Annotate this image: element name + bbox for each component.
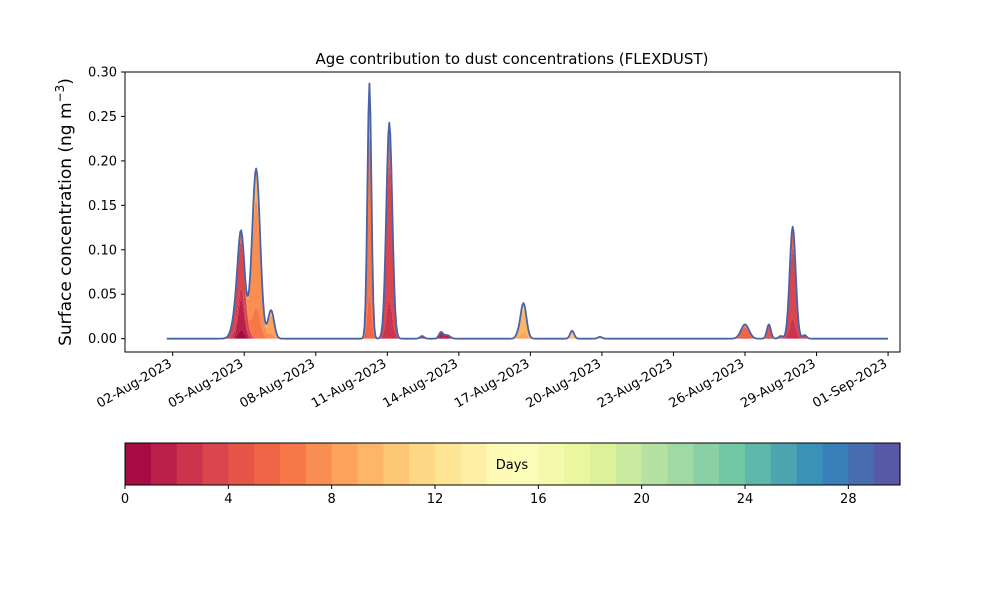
colorbar-bin <box>357 443 384 485</box>
y-tick-label: 0.00 <box>88 332 117 347</box>
plot-frame <box>124 71 901 353</box>
x-tick-label: 17-Aug-2023 <box>452 356 532 411</box>
colorbar-bin <box>409 443 436 485</box>
y-axis-label: Surface concentration (ng m−3) <box>53 78 76 346</box>
colorbar-bin <box>202 443 229 485</box>
colorbar-bin <box>796 443 824 485</box>
colorbar-bin <box>538 443 565 485</box>
colorbar-bin <box>280 443 307 485</box>
area-age-0-days <box>166 329 889 339</box>
x-tick-label: 01-Sep-2023 <box>810 356 890 411</box>
colorbar-bin <box>331 443 359 485</box>
area-age-11-days <box>166 83 889 339</box>
area-age-12-days <box>166 83 889 339</box>
y-axis-label-close: ) <box>56 78 76 85</box>
colorbar-bin <box>176 443 204 485</box>
y-tick-label: 0.30 <box>88 66 117 81</box>
x-tick-label: 23-Aug-2023 <box>595 356 675 411</box>
colorbar-bin <box>615 443 643 485</box>
age-areas <box>166 83 889 339</box>
colorbar-bin <box>745 443 772 485</box>
area-age-9-days <box>166 83 889 339</box>
y-ticks: 0.00 0.05 0.10 0.15 0.20 0.25 0.30 <box>88 66 125 347</box>
y-tick-label: 0.05 <box>88 288 117 303</box>
area-age-8-days <box>166 83 889 339</box>
colorbar-tick-label: 20 <box>633 492 650 507</box>
colorbar-bin <box>150 443 178 485</box>
colorbar-bin <box>848 443 875 485</box>
colorbar-bin <box>693 443 720 485</box>
x-ticks: 02-Aug-202305-Aug-202308-Aug-202311-Aug-… <box>94 352 890 412</box>
y-tick-label: 0.25 <box>88 110 117 125</box>
area-age-5-days <box>166 122 889 339</box>
colorbar-bin <box>435 443 462 485</box>
colorbar-ticks: 0 4 8 12 16 20 24 28 <box>121 485 857 507</box>
y-tick-label: 0.15 <box>88 199 117 214</box>
colorbar-bin <box>228 443 255 485</box>
colorbar-bin <box>512 443 539 485</box>
colorbar-bin <box>719 443 746 485</box>
colorbar <box>124 442 901 486</box>
y-axis-label-main: Surface concentration (ng m <box>56 102 76 345</box>
x-tick-label: 20-Aug-2023 <box>524 356 604 411</box>
colorbar-bin <box>641 443 669 485</box>
area-age-4-days <box>166 161 889 339</box>
colorbar-bin <box>590 443 617 485</box>
y-tick-label: 0.20 <box>88 154 117 169</box>
colorbar-tick-label: 28 <box>840 492 857 507</box>
colorbar-tick-label: 16 <box>530 492 547 507</box>
chart-title: Age contribution to dust concentrations … <box>316 50 709 68</box>
colorbar-bin <box>383 443 410 485</box>
x-tick-label: 05-Aug-2023 <box>166 356 246 411</box>
area-age-10-days <box>166 83 889 339</box>
colorbar-bin <box>125 443 152 485</box>
colorbar-tick-label: 4 <box>224 492 232 507</box>
total-outline <box>166 82 889 340</box>
colorbar-tick-label: 24 <box>737 492 754 507</box>
colorbar-bin <box>486 443 514 485</box>
series-line-total <box>166 82 889 340</box>
x-tick-label: 11-Aug-2023 <box>309 356 389 411</box>
colorbar-bin <box>770 443 798 485</box>
x-tick-label: 02-Aug-2023 <box>94 356 174 411</box>
colorbar-bin <box>874 443 901 485</box>
x-tick-label: 14-Aug-2023 <box>381 356 461 411</box>
colorbar-bin <box>460 443 488 485</box>
colorbar-bin <box>254 443 281 485</box>
area-age-6-days <box>166 122 889 339</box>
y-axis-label-sup: −3 <box>53 85 67 103</box>
x-tick-label: 08-Aug-2023 <box>237 356 317 411</box>
colorbar-frame <box>124 442 901 486</box>
colorbar-bin <box>667 443 694 485</box>
y-tick-label: 0.10 <box>88 243 117 258</box>
x-tick-label: 29-Aug-2023 <box>738 356 818 411</box>
area-age-3-days <box>166 161 889 339</box>
colorbar-bin <box>564 443 591 485</box>
colorbar-bin <box>305 443 333 485</box>
area-age-7-days <box>166 122 889 339</box>
colorbar-tick-label: 0 <box>121 492 129 507</box>
colorbar-tick-label: 12 <box>427 492 444 507</box>
colorbar-label: Days <box>496 458 529 473</box>
colorbar-bin <box>822 443 849 485</box>
x-tick-label: 26-Aug-2023 <box>667 356 747 411</box>
colorbar-tick-label: 8 <box>328 492 336 507</box>
